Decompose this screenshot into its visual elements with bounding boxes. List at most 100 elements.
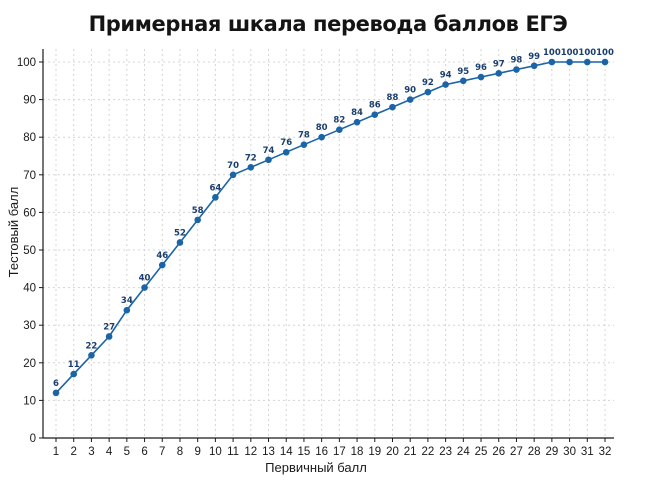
x-tick-label: 15 xyxy=(298,446,311,458)
data-point xyxy=(424,88,432,96)
x-tick-label: 11 xyxy=(227,446,239,458)
data-point xyxy=(212,194,219,201)
data-label: 70 xyxy=(227,161,239,171)
x-tick-label: 30 xyxy=(563,446,576,458)
data-label: 84 xyxy=(351,108,363,118)
x-tick-label: 22 xyxy=(422,446,435,458)
data-label: 74 xyxy=(263,146,275,156)
x-tick-label: 3 xyxy=(88,446,94,458)
data-label: 27 xyxy=(103,322,115,332)
data-point xyxy=(52,389,60,397)
data-label: 6 xyxy=(53,379,59,389)
data-label: 97 xyxy=(493,59,505,69)
x-axis-title: Первичный балл xyxy=(265,460,367,475)
y-tick-label: 100 xyxy=(17,57,36,69)
data-point xyxy=(158,261,166,269)
x-tick-label: 8 xyxy=(177,446,183,458)
data-label: 92 xyxy=(422,78,434,88)
y-axis-title: Тестовый балл xyxy=(6,187,21,278)
data-label: 40 xyxy=(139,274,151,284)
x-tick-label: 28 xyxy=(528,446,541,458)
x-tick-label: 16 xyxy=(315,446,328,458)
data-label: 90 xyxy=(404,86,416,96)
x-tick-label: 14 xyxy=(280,446,293,458)
x-tick-label: 10 xyxy=(209,446,222,458)
axes: 1 2 3 4 5 6 7 8 9 10 11 12 13 14 15 16 17 18 19 20 21 22 23 24 2… xyxy=(17,49,614,458)
x-tick-label: 6 xyxy=(141,446,147,458)
data-labels: 6 11 22 27 34 40 46 52 58 64 70 72 74 76 78 80 82 84 86 88 9… xyxy=(53,48,614,389)
x-tick-label: 31 xyxy=(581,446,594,458)
data-label: 100 xyxy=(578,48,596,58)
data-point xyxy=(70,370,78,378)
data-label: 82 xyxy=(333,116,345,126)
y-tick-label: 40 xyxy=(23,283,36,295)
y-tick-label: 90 xyxy=(23,95,36,107)
data-point xyxy=(123,306,131,314)
data-label: 76 xyxy=(280,138,292,148)
data-label: 78 xyxy=(298,131,310,141)
data-point xyxy=(353,118,361,126)
data-label: 80 xyxy=(316,123,328,133)
data-point xyxy=(530,62,538,70)
data-point xyxy=(406,96,414,103)
series-line-group xyxy=(55,61,605,394)
x-tick-label: 7 xyxy=(159,446,165,458)
data-point xyxy=(247,163,255,171)
data-label: 96 xyxy=(475,63,487,73)
chart-title: Примерная шкала перевода баллов ЕГЭ xyxy=(88,12,568,36)
data-point xyxy=(265,156,272,164)
data-point xyxy=(300,141,308,149)
x-tick-label: 21 xyxy=(404,446,417,458)
data-label: 100 xyxy=(561,48,579,58)
x-tick-label: 29 xyxy=(545,446,558,458)
series-line xyxy=(55,61,605,394)
x-tick-label: 13 xyxy=(262,446,275,458)
y-tick-label: 20 xyxy=(23,358,36,370)
x-tick-label: 4 xyxy=(106,446,113,458)
y-tick-label: 50 xyxy=(23,245,36,257)
data-point xyxy=(583,58,591,66)
data-point xyxy=(601,58,609,66)
data-point xyxy=(194,216,201,224)
data-point xyxy=(336,126,343,133)
data-point xyxy=(442,81,449,88)
grid xyxy=(43,49,614,438)
x-tick-label: 19 xyxy=(368,446,381,458)
x-tick-label: 32 xyxy=(599,446,612,458)
x-tick-label: 24 xyxy=(457,446,470,458)
x-tick-label: 17 xyxy=(333,446,346,458)
data-label: 64 xyxy=(209,183,221,193)
data-point xyxy=(371,111,379,118)
x-tick-label: 5 xyxy=(124,446,130,458)
data-point xyxy=(548,58,556,66)
data-point xyxy=(513,66,520,73)
y-tick-label: 80 xyxy=(23,132,36,144)
data-label: 72 xyxy=(245,153,257,163)
data-point xyxy=(389,103,396,111)
data-point xyxy=(141,284,148,291)
y-tick-label: 10 xyxy=(23,395,36,407)
data-label: 34 xyxy=(121,296,133,306)
data-label: 22 xyxy=(85,341,97,351)
data-point xyxy=(229,171,237,179)
data-points xyxy=(52,58,609,397)
x-tick-label: 26 xyxy=(492,446,505,458)
data-label: 86 xyxy=(369,101,381,111)
data-point xyxy=(88,351,95,359)
x-tick-label: 27 xyxy=(510,446,523,458)
data-point xyxy=(460,77,467,85)
x-tick-label: 23 xyxy=(439,446,452,458)
data-label: 58 xyxy=(192,206,204,216)
data-point xyxy=(176,239,184,246)
y-tick-label: 0 xyxy=(30,433,36,445)
data-point xyxy=(566,58,573,66)
y-tick-label: 30 xyxy=(23,320,36,332)
data-label: 100 xyxy=(596,48,614,58)
x-tick-label: 20 xyxy=(386,446,399,458)
data-label: 11 xyxy=(68,360,80,370)
data-label: 99 xyxy=(528,52,540,62)
data-point xyxy=(282,148,290,156)
y-tick-label: 60 xyxy=(23,207,36,219)
